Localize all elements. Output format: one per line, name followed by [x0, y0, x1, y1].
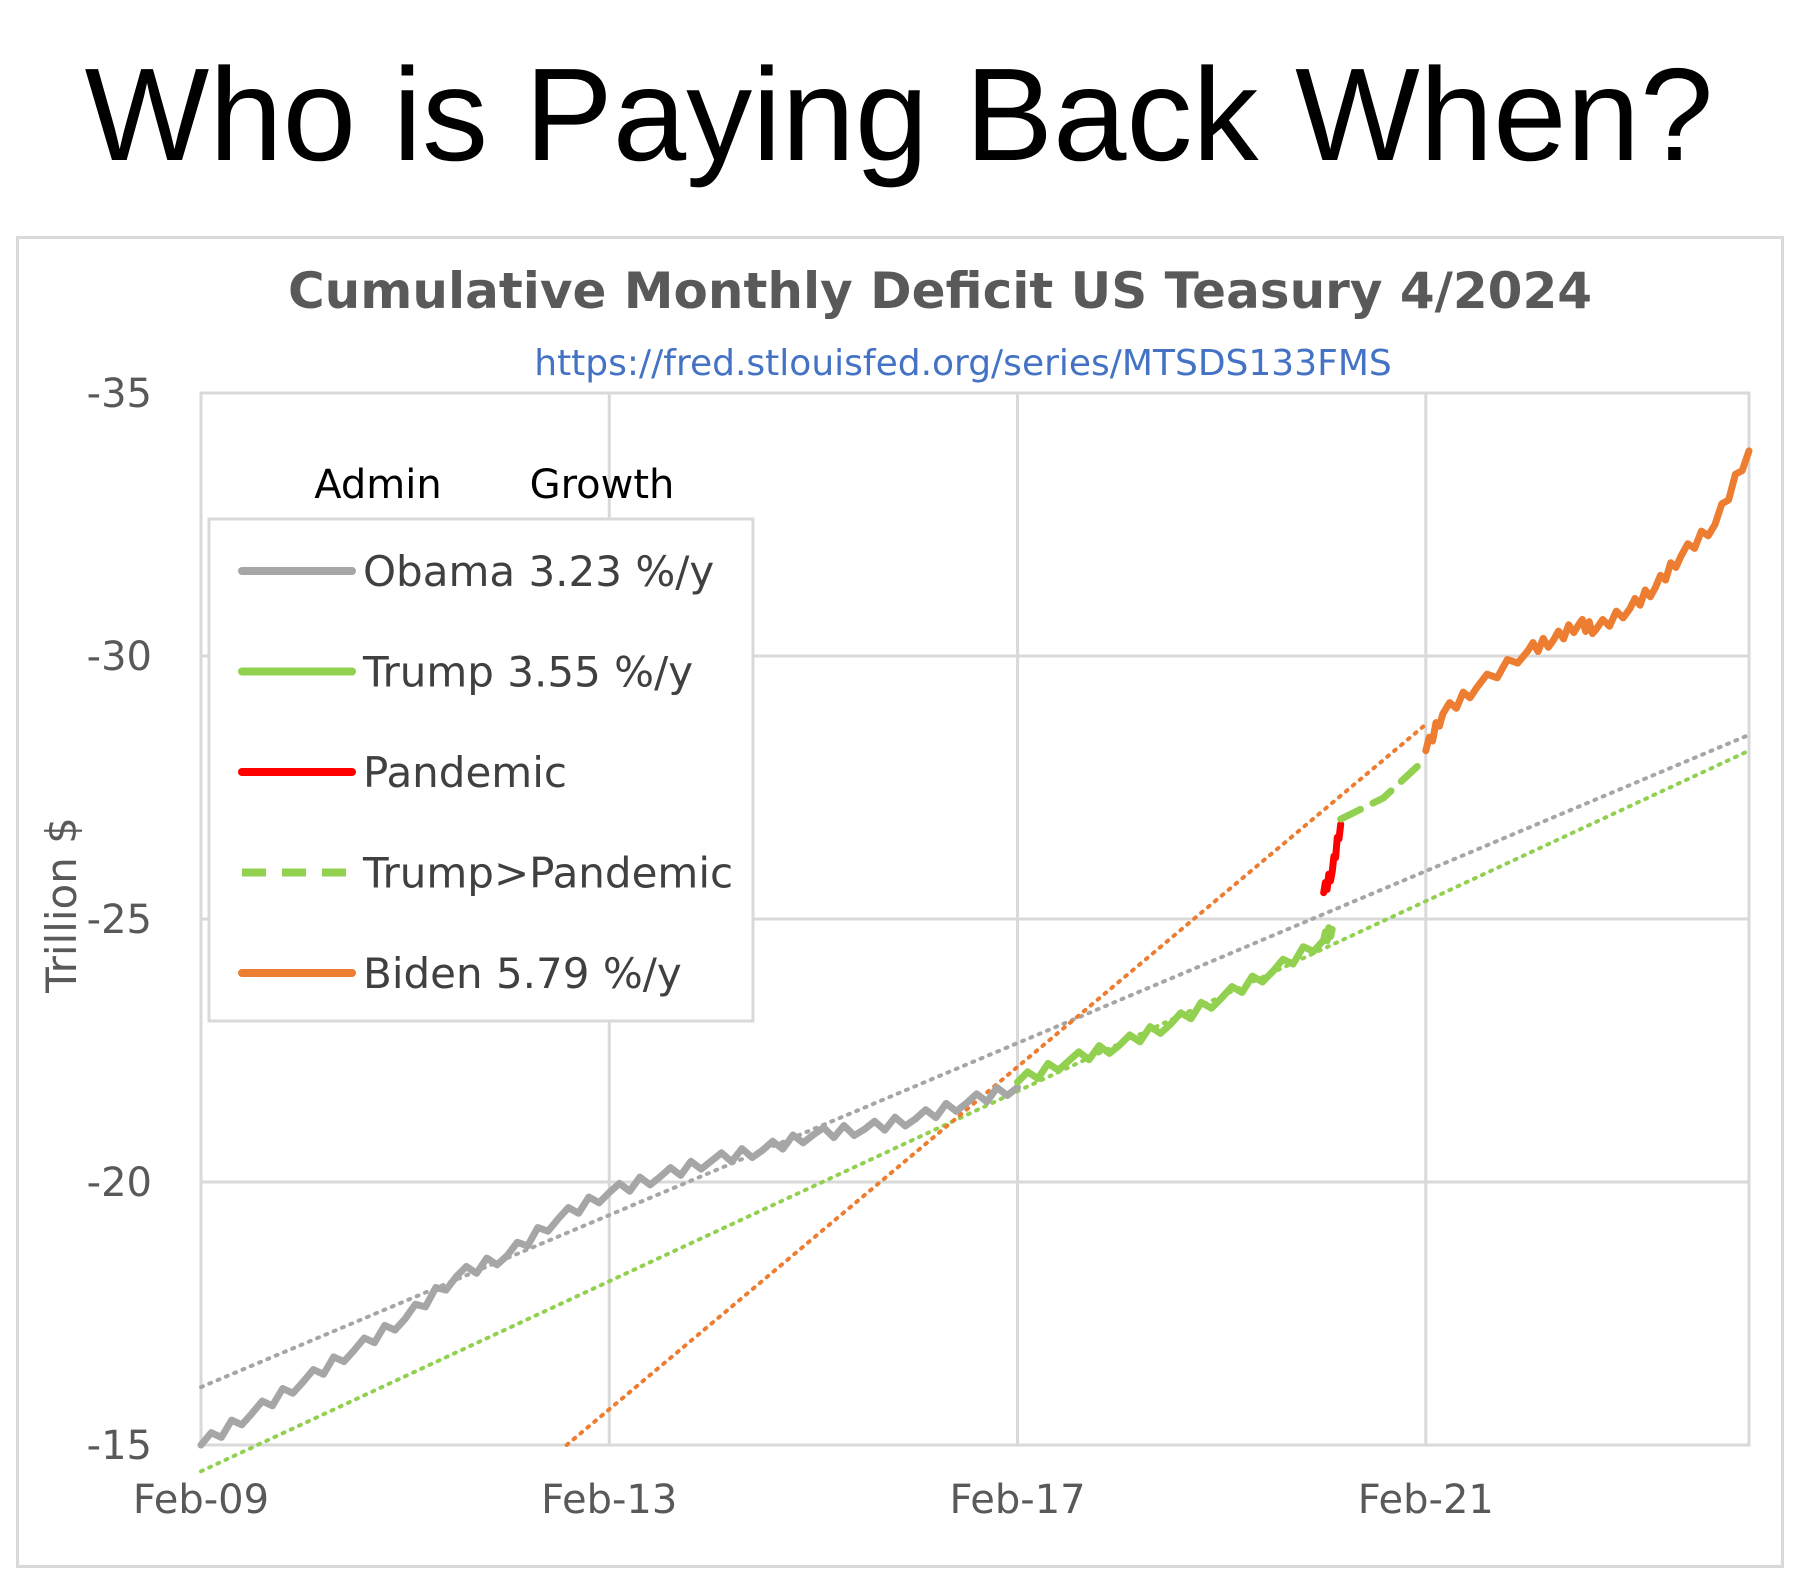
chart-subtitle: https://fred.stlouisfed.org/series/MTSDS…	[534, 343, 1391, 384]
chart-title: Cumulative Monthly Deficit US Teasury 4/…	[288, 262, 1592, 320]
series-line-trump-pandemic	[1337, 763, 1421, 823]
legend-label-trump-3-55-y: Trump 3.55 %/y	[362, 648, 693, 697]
y-tick-label: -25	[87, 897, 152, 943]
legend-header-admin: Admin	[314, 462, 441, 508]
x-tick-label: Feb-21	[1358, 1477, 1494, 1523]
y-tick-label: -15	[87, 1423, 152, 1469]
legend-header-growth: Growth	[530, 462, 675, 508]
trendline-trump	[199, 748, 1751, 1474]
x-tick-label: Feb-17	[949, 1477, 1085, 1523]
legend-label-pandemic: Pandemic	[363, 748, 567, 797]
y-axis-label: Trillion $	[37, 817, 86, 994]
series-line-biden	[1422, 447, 1753, 755]
y-tick-label: -35	[87, 371, 152, 417]
legend-label-obama-3-23-y: Obama 3.23 %/y	[363, 547, 714, 596]
legend-label-biden-5-79-y: Biden 5.79 %/y	[363, 949, 682, 998]
x-tick-label: Feb-13	[541, 1477, 677, 1523]
series-line-trump	[1014, 924, 1336, 1086]
series-line-pandemic	[1320, 820, 1345, 897]
y-tick-label: -30	[87, 634, 152, 680]
chart-frame	[16, 236, 1784, 1568]
y-tick-label: -20	[87, 1160, 152, 1206]
legend-label-trump-pandemic: Trump>Pandemic	[362, 849, 733, 898]
x-tick-label: Feb-09	[133, 1477, 269, 1523]
series-line-obama	[197, 1083, 1021, 1449]
page-headline: Who is Paying Back When?	[84, 41, 1714, 188]
